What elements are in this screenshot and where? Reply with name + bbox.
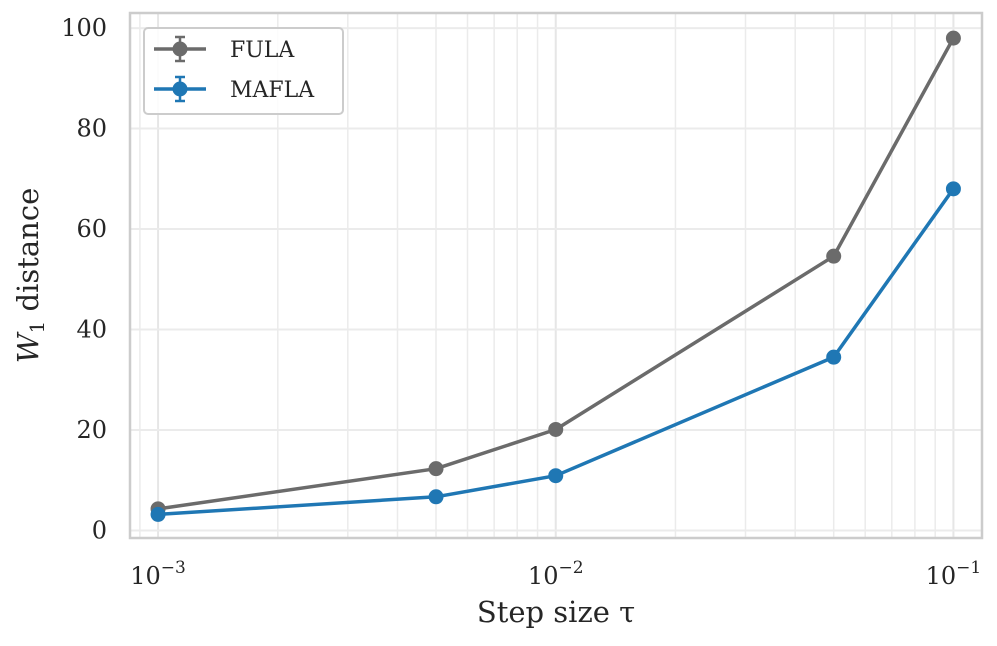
legend-marker	[172, 41, 188, 57]
y-tick-label: 100	[61, 14, 107, 42]
x-axis-ticks: 10−3 10−2 10−1	[130, 558, 981, 590]
y-axis-label-subscript: 1	[25, 321, 49, 334]
y-tick-label: 80	[76, 115, 107, 143]
data-point	[150, 506, 166, 522]
y-axis-label-main: W	[11, 331, 45, 363]
data-point	[428, 461, 444, 477]
data-point	[945, 30, 961, 46]
y-axis-ticks: 0 20 40 60 80 100	[61, 14, 107, 544]
y-tick-label: 40	[76, 316, 107, 344]
legend-label: MAFLA	[230, 78, 315, 103]
data-series	[150, 30, 961, 522]
x-tick-label: 10−1	[926, 558, 982, 590]
data-point	[548, 421, 564, 437]
data-point	[826, 349, 842, 365]
y-tick-label: 20	[76, 416, 107, 444]
y-tick-label: 0	[92, 516, 107, 544]
x-axis-label: Step size τ	[477, 595, 635, 629]
data-point	[428, 489, 444, 505]
data-point	[548, 468, 564, 484]
plot-area-frame	[128, 11, 984, 540]
x-tick-label-exponent: −3	[161, 558, 186, 578]
y-axis-label: W1 distance	[11, 188, 49, 364]
y-tick-label: 60	[76, 215, 107, 243]
legend-marker	[172, 81, 188, 97]
legend: FULA MAFLA	[143, 27, 344, 115]
x-tick-label-exponent: −2	[558, 558, 583, 578]
x-tick-label: 10−3	[130, 558, 186, 590]
x-tick-label-base: 10	[528, 562, 559, 590]
x-tick-label-base: 10	[926, 562, 957, 590]
x-tick-label: 10−2	[528, 558, 584, 590]
legend-item-mafla: MAFLA	[154, 75, 315, 103]
legend-item-fula: FULA	[154, 35, 295, 63]
y-axis-label-rest: distance	[11, 188, 45, 321]
legend-label: FULA	[230, 38, 295, 63]
data-point	[945, 181, 961, 197]
x-tick-label-exponent: −1	[956, 558, 981, 578]
data-point	[826, 248, 842, 264]
minor-gridlines	[139, 13, 936, 538]
series-mafla	[150, 181, 961, 522]
x-tick-label-base: 10	[130, 562, 161, 590]
